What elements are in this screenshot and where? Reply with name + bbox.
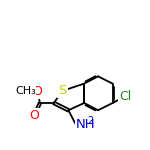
Text: S: S (58, 84, 67, 97)
Text: O: O (33, 85, 42, 98)
Text: 2: 2 (87, 116, 93, 126)
Text: NH: NH (76, 118, 95, 131)
Text: Cl: Cl (119, 90, 131, 103)
Text: CH₃: CH₃ (15, 87, 36, 96)
Text: O: O (30, 109, 39, 122)
